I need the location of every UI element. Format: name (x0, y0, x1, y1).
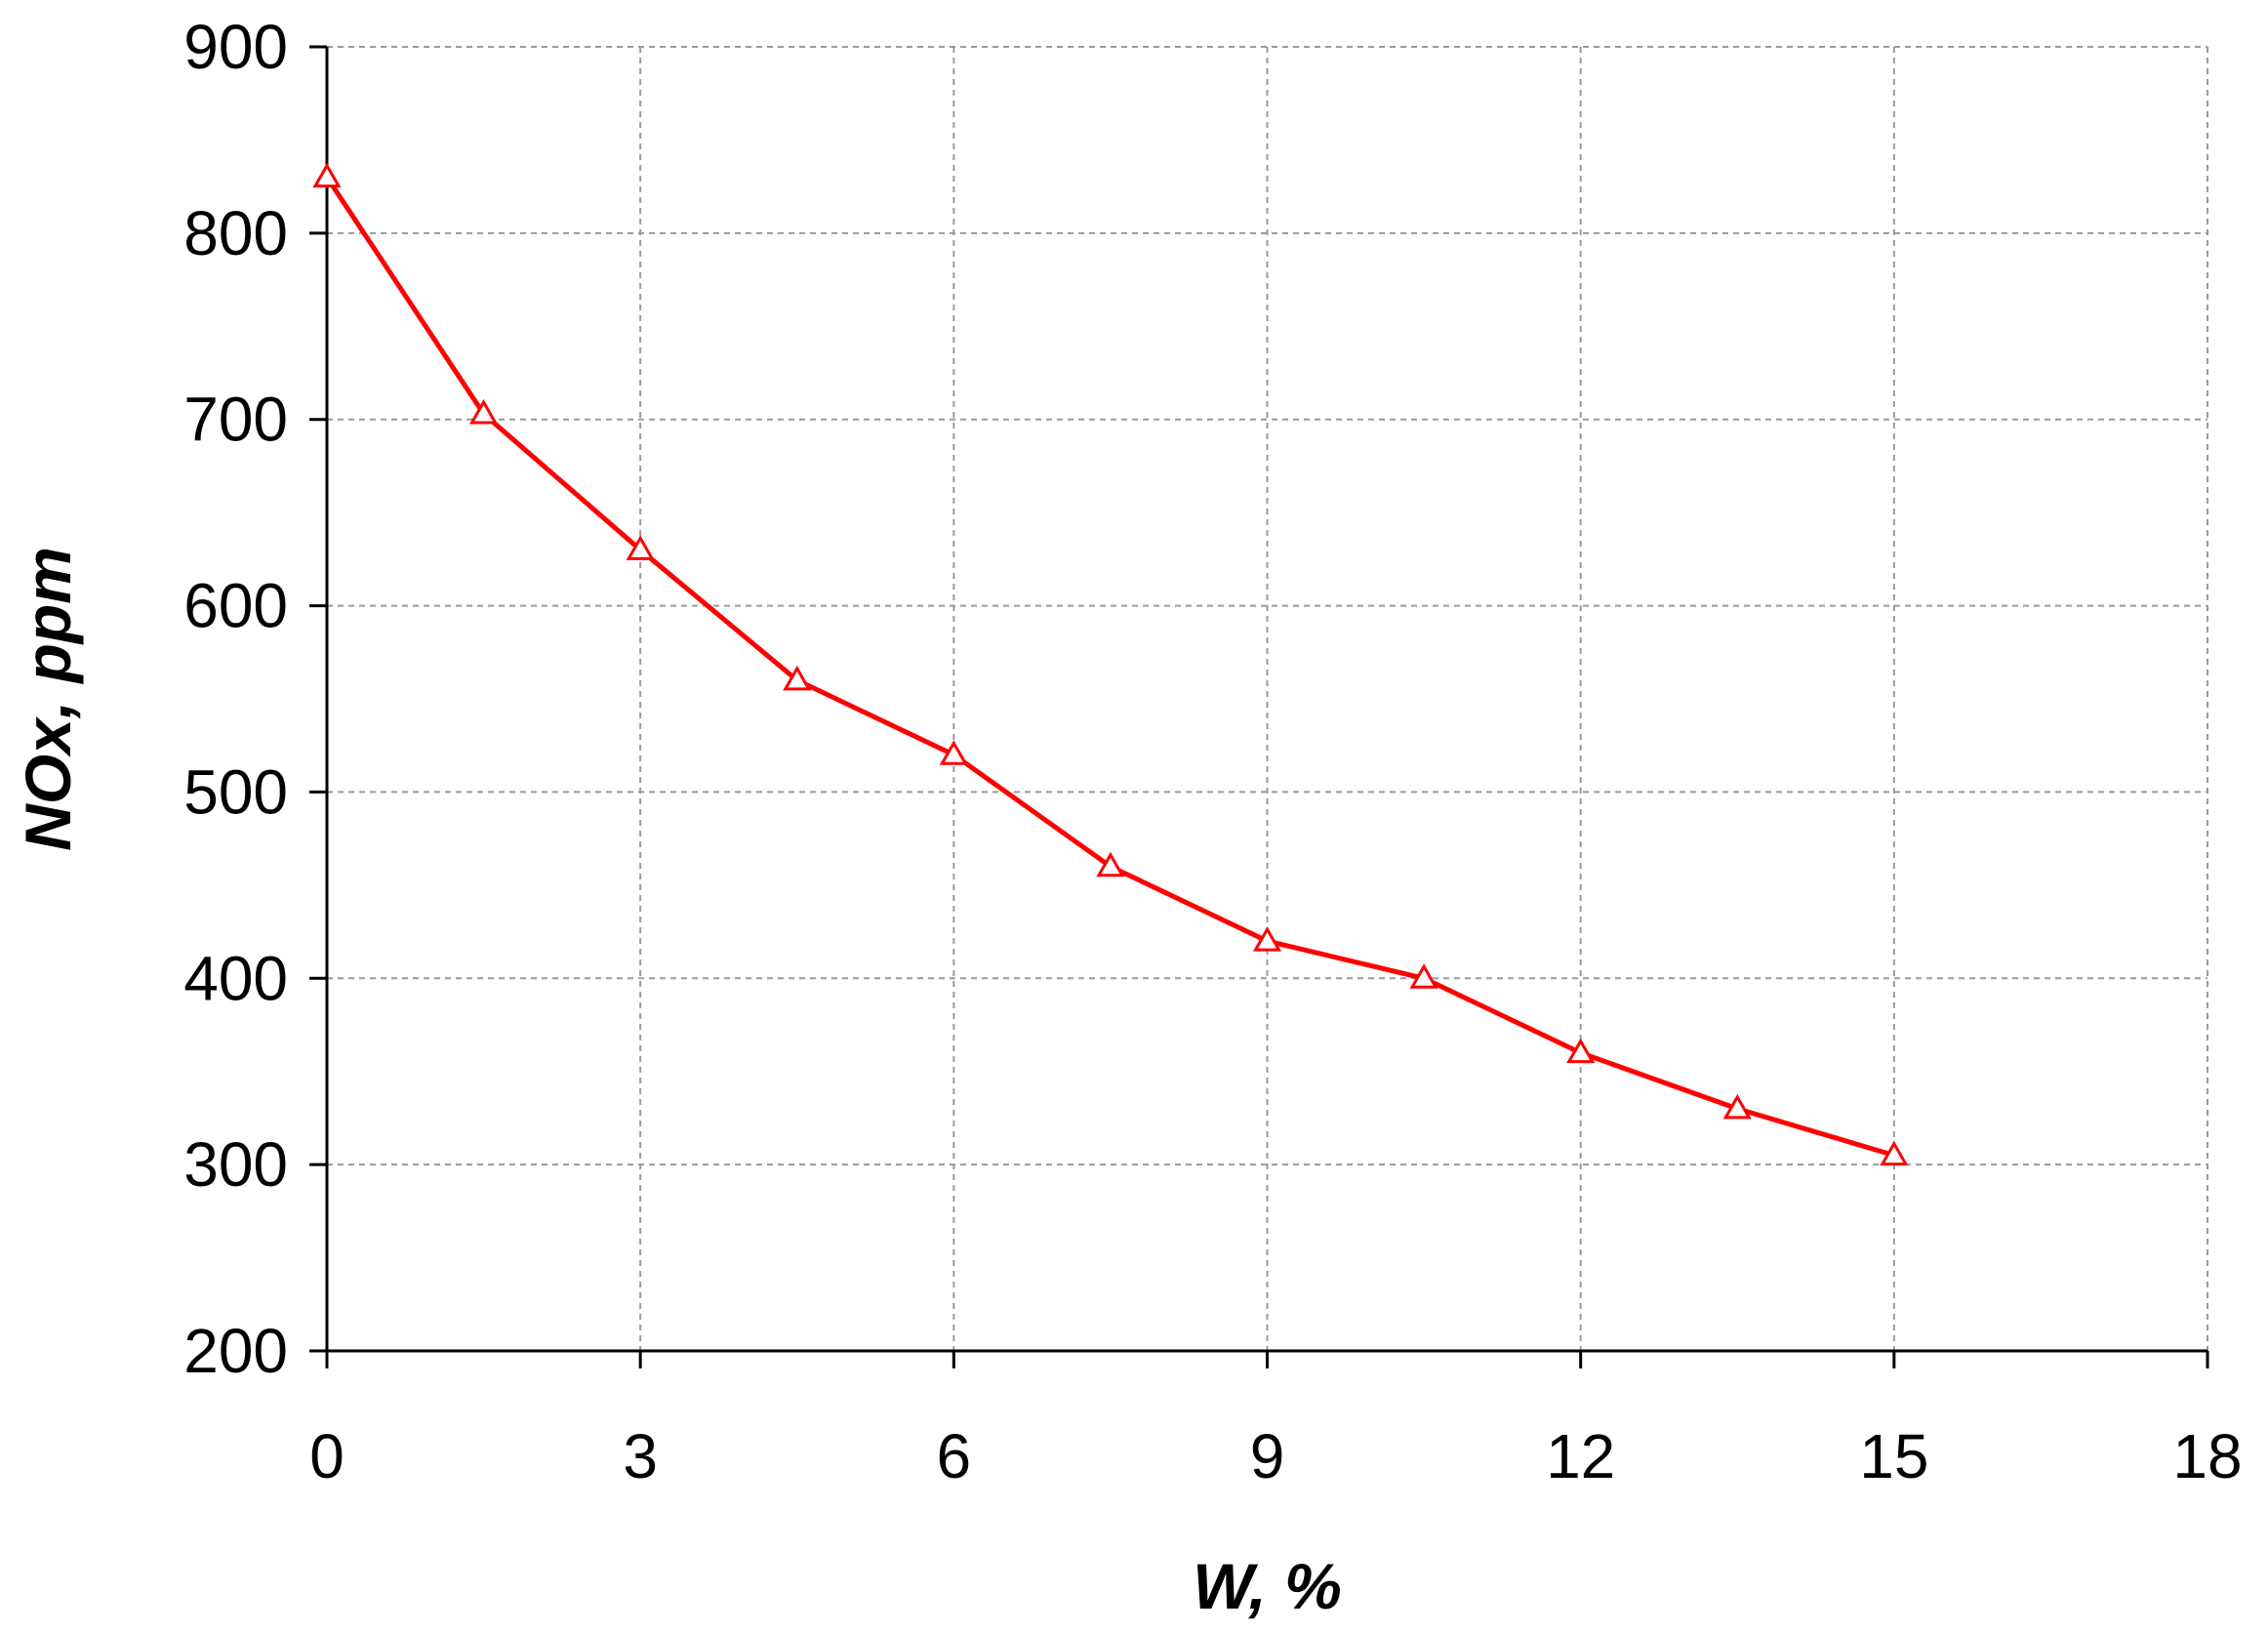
data-point (1880, 1140, 1909, 1166)
x-tick-label: 3 (623, 1421, 658, 1491)
y-tick-label: 400 (183, 943, 288, 1013)
y-tick-label: 200 (183, 1316, 288, 1386)
data-point (1409, 963, 1438, 989)
grid-lines (327, 46, 2208, 1351)
y-tick-label: 800 (183, 198, 288, 268)
x-axis-title: W, % (1193, 1550, 1342, 1622)
series-layer (312, 162, 1909, 1166)
y-tick-label: 500 (183, 756, 288, 827)
y-tick-label: 600 (183, 571, 288, 641)
x-tick-label: 6 (937, 1421, 972, 1491)
x-axis-ticks: 0 3 6 9 12 15 18 (309, 1351, 2243, 1491)
data-point (1096, 851, 1125, 877)
data-point (626, 535, 655, 560)
x-tick-label: 0 (309, 1421, 344, 1491)
y-tick-label: 900 (183, 12, 288, 82)
y-tick-label: 700 (183, 385, 288, 455)
x-tick-label: 15 (1859, 1421, 1928, 1491)
data-point (939, 740, 968, 765)
data-point (312, 162, 342, 188)
data-point (1252, 926, 1282, 952)
y-tick-label: 300 (183, 1129, 288, 1200)
y-axis-title: NOx, ppm (12, 547, 84, 851)
data-point (468, 398, 499, 425)
data-point (1566, 1038, 1596, 1064)
data-point (1722, 1093, 1752, 1120)
x-tick-label: 12 (1546, 1421, 1615, 1491)
data-point (783, 665, 812, 691)
x-tick-label: 9 (1250, 1421, 1285, 1491)
series-line (324, 176, 1895, 1158)
y-axis-ticks: 200 300 400 500 600 700 800 900 (183, 12, 327, 1386)
x-tick-label: 18 (2172, 1421, 2242, 1491)
